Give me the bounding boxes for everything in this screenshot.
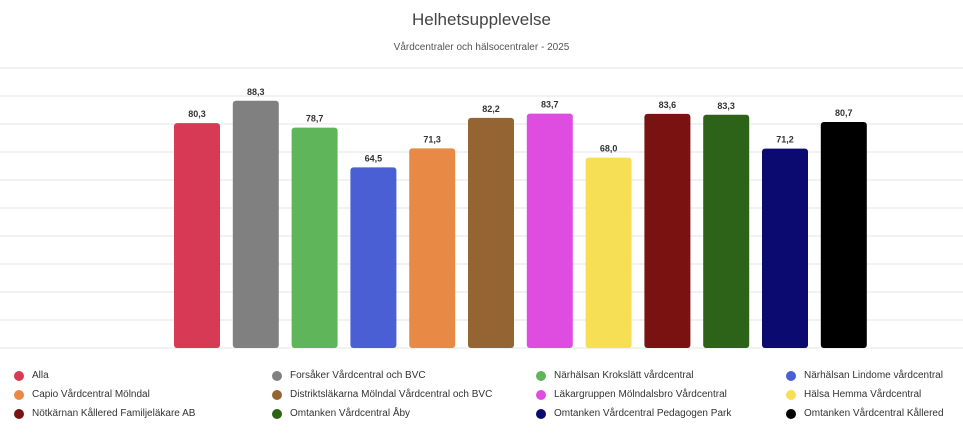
legend-item[interactable]: Närhälsan Krokslätt vårdcentral (536, 368, 786, 383)
data-label: 64,5 (365, 153, 383, 163)
legend-label: Nötkärnan Kållered Familjeläkare AB (32, 408, 196, 419)
legend-swatch (786, 370, 796, 381)
chart-subtitle: Vårdcentraler och hälsocentraler - 2025 (393, 42, 570, 53)
legend-label: Omtanken Vårdcentral Åby (290, 408, 411, 419)
data-label: 71,2 (776, 135, 794, 145)
bar[interactable] (703, 114, 750, 348)
legend-item[interactable]: Capio Vårdcentral Mölndal (14, 387, 272, 402)
legend-label: Närhälsan Lindome vårdcentral (804, 370, 943, 381)
legend-swatch (272, 389, 282, 400)
data-label: 78,7 (306, 114, 324, 124)
legend-label: Närhälsan Krokslätt vårdcentral (554, 370, 694, 381)
legend-label: Omtanken Vårdcentral Pedagogen Park (554, 408, 732, 419)
bar-labels: 80,3 88,3 78,7 64,5 71,3 82,2 83,7 68,0 83,6 83,3… (188, 87, 852, 164)
chart-title: Helhetsupplevelse (412, 10, 551, 29)
legend-swatch (14, 370, 24, 381)
bar[interactable] (350, 167, 397, 348)
bar[interactable] (409, 148, 456, 348)
data-label: 83,6 (659, 100, 677, 110)
bar-chart: 80,3 88,3 78,7 64,5 71,3 82,2 83,7 68,0 83,6 83,3… (0, 67, 963, 349)
bar[interactable] (762, 148, 808, 348)
legend-item[interactable]: Omtanken Vårdcentral Kållered (786, 406, 963, 421)
data-label: 68,0 (600, 144, 618, 154)
data-label: 82,2 (482, 104, 500, 114)
legend-item[interactable]: Omtanken Vårdcentral Åby (272, 406, 536, 421)
bar[interactable] (585, 157, 632, 348)
data-label: 80,3 (188, 109, 206, 119)
data-label: 80,7 (835, 108, 853, 118)
data-label: 88,3 (247, 87, 265, 97)
legend-label: Omtanken Vårdcentral Kållered (804, 408, 944, 419)
legend-swatch (786, 389, 796, 400)
bar[interactable] (232, 100, 279, 348)
legend-item[interactable]: Närhälsan Lindome vårdcentral (786, 368, 963, 383)
legend-label: Hälsa Hemma Vårdcentral (804, 389, 922, 400)
legend-item[interactable]: Forsåker Vårdcentral och BVC (272, 368, 536, 383)
legend-label: Forsåker Vårdcentral och BVC (290, 370, 426, 381)
legend-item[interactable]: Nötkärnan Kållered Familjeläkare AB (14, 406, 272, 421)
data-label: 83,7 (541, 100, 559, 110)
legend-item[interactable]: Omtanken Vårdcentral Pedagogen Park (536, 406, 786, 421)
legend-item[interactable]: Alla (14, 368, 272, 383)
legend-swatch (536, 408, 546, 419)
data-label: 71,3 (423, 134, 441, 144)
legend-label: Alla (32, 370, 49, 381)
legend: Alla Forsåker Vårdcentral och BVC Närhälsa… (14, 368, 954, 421)
legend-item[interactable]: Distriktsläkarna Mölndal Vårdcentral och… (272, 387, 536, 402)
bar[interactable] (526, 113, 573, 348)
legend-swatch (14, 408, 24, 419)
legend-label: Distriktsläkarna Mölndal Vårdcentral och… (290, 389, 493, 400)
legend-swatch (536, 370, 546, 381)
bar[interactable] (174, 123, 220, 348)
legend-item[interactable]: Hälsa Hemma Vårdcentral (786, 387, 963, 402)
legend-swatch (272, 370, 282, 381)
bar[interactable] (644, 113, 691, 348)
legend-label: Läkargruppen Mölndalsbro Vårdcentral (554, 389, 727, 400)
legend-swatch (14, 389, 24, 400)
legend-label: Capio Vårdcentral Mölndal (32, 389, 150, 400)
legend-swatch (536, 389, 546, 400)
legend-swatch (272, 408, 282, 419)
bar[interactable] (820, 122, 867, 348)
data-label: 83,3 (717, 101, 735, 111)
bars (174, 100, 867, 348)
bar[interactable] (291, 127, 338, 348)
legend-swatch (786, 408, 796, 419)
legend-item[interactable]: Läkargruppen Mölndalsbro Vårdcentral (536, 387, 786, 402)
bar[interactable] (468, 117, 514, 348)
